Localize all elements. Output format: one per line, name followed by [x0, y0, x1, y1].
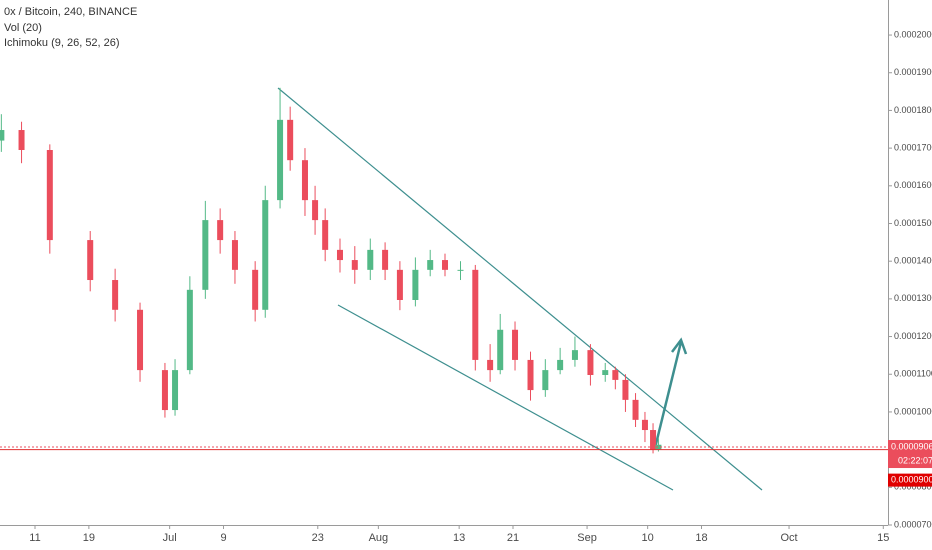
candle-body	[277, 119, 284, 201]
arrow	[653, 341, 683, 449]
candle-body	[396, 269, 403, 300]
candle-body	[512, 329, 519, 360]
candle-body	[112, 280, 119, 310]
candle-body	[612, 370, 619, 380]
candle-body	[571, 350, 578, 360]
candle-body	[0, 130, 5, 141]
candle-body	[542, 370, 549, 391]
chart-title: 0x / Bitcoin, 240, BINANCE	[4, 6, 137, 18]
y-tick-label: 0.00019000	[894, 67, 932, 77]
x-tick-label: 13	[453, 532, 465, 544]
countdown-label: 02:22:07	[898, 455, 932, 465]
candle-body	[172, 370, 179, 411]
alert-badge	[888, 473, 932, 487]
y-tick-label: 0.00018000	[894, 105, 932, 115]
x-tick-label: 23	[312, 532, 324, 544]
y-tick-label: 0.00011000	[894, 369, 932, 379]
candle-body	[442, 260, 449, 270]
x-tick-label: Sep	[577, 532, 597, 544]
candle-body	[301, 160, 308, 201]
candle-body	[382, 249, 389, 270]
candle-body	[602, 370, 609, 375]
candle-body	[87, 240, 94, 281]
candle-body	[427, 260, 434, 270]
candle-body	[137, 309, 144, 371]
y-tick-label: 0.00010000	[894, 406, 932, 416]
candle-body	[587, 350, 594, 375]
candle-body	[527, 359, 534, 391]
candle-body	[412, 269, 419, 300]
candle-body	[46, 150, 53, 241]
x-tick-label: 11	[29, 532, 40, 544]
candle-body	[457, 269, 464, 271]
candle-body	[650, 430, 657, 450]
last-price-badge	[888, 440, 932, 469]
candle-body	[312, 200, 319, 221]
candle-body	[367, 249, 374, 270]
x-tick-label: 10	[642, 532, 654, 544]
trend-line	[277, 87, 763, 491]
y-tick-label: 0.00012000	[894, 331, 932, 341]
candle-body	[336, 249, 343, 261]
candle-body	[655, 444, 662, 450]
y-tick-label: 0.00015000	[894, 218, 932, 228]
candle-body	[262, 200, 269, 310]
candle-body	[202, 220, 209, 290]
trend-line	[337, 304, 674, 491]
candle-body	[186, 289, 193, 371]
y-tick-label: 0.00007000	[894, 519, 932, 529]
alert-label: 0.00009000	[891, 474, 932, 484]
candle-body	[287, 119, 294, 161]
x-tick-label: Jul	[163, 532, 177, 544]
indicator-label: Ichimoku (9, 26, 52, 26)	[4, 37, 120, 49]
y-tick-label: 0.00014000	[894, 256, 932, 266]
y-tick-label: 0.00008000	[894, 482, 932, 492]
x-tick-label: 18	[695, 532, 707, 544]
candle-body	[472, 269, 479, 360]
x-tick-label: Oct	[780, 532, 797, 544]
candle-body	[487, 359, 494, 371]
candle-body	[231, 240, 238, 270]
candle-body	[497, 329, 504, 371]
candle-body	[217, 220, 224, 241]
indicator-label: Vol (20)	[4, 22, 42, 34]
drawings	[277, 87, 763, 491]
candle-body	[557, 359, 564, 371]
arrow-head	[671, 337, 688, 355]
candle-body	[641, 419, 648, 431]
x-tick-label: 21	[507, 532, 519, 544]
candle-body	[322, 220, 329, 250]
candle-body	[161, 370, 168, 411]
candle-body	[632, 399, 639, 420]
y-tick-label: 0.00020000	[894, 29, 932, 39]
x-tick-label: 9	[220, 532, 226, 544]
candle-body	[252, 269, 259, 310]
candle-body	[351, 260, 358, 270]
y-tick-label: 0.00013000	[894, 293, 932, 303]
y-tick-label: 0.00016000	[894, 180, 932, 190]
x-tick-label: Aug	[369, 532, 389, 544]
last-price-label: 0.00009069	[891, 441, 932, 451]
y-tick-label: 0.00017000	[894, 142, 932, 152]
candle-body	[18, 130, 25, 150]
x-tick-label: 19	[83, 532, 95, 544]
candle-body	[622, 379, 629, 400]
x-tick-label: 15	[877, 532, 889, 544]
